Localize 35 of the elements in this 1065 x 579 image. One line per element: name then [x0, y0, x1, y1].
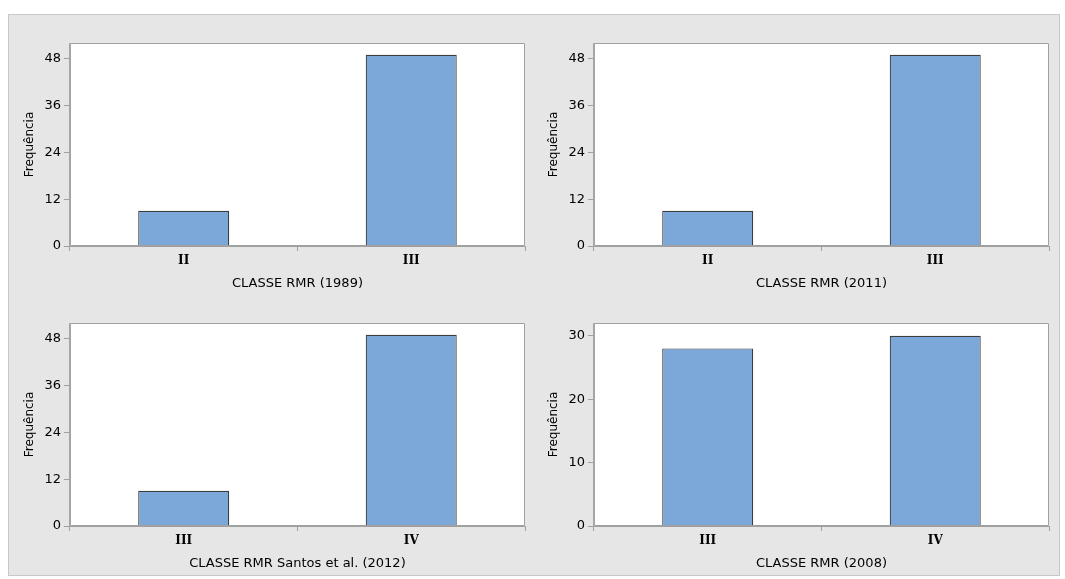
y-tick-label: 12: [568, 190, 585, 206]
y-tick-label: 48: [44, 49, 61, 65]
y-tick-label: 0: [52, 517, 61, 533]
x-axis-title: CLASSE RMR (2011): [755, 274, 887, 290]
y-tick-label: 36: [568, 96, 585, 112]
x-tick-label: IV: [403, 533, 420, 548]
y-tick-label: 24: [44, 143, 61, 159]
y-tick-label: 12: [44, 190, 61, 206]
y-tick-label: 20: [568, 390, 585, 406]
y-tick-label: 24: [568, 143, 585, 159]
y-tick-label: 10: [568, 453, 585, 469]
y-tick-label: 30: [568, 327, 585, 343]
x-axis-title: CLASSE RMR (1989): [231, 274, 363, 290]
y-axis-title: Frequência: [22, 111, 37, 178]
x-tick-label: IV: [927, 533, 944, 548]
y-tick-label: 0: [52, 237, 61, 253]
y-axis-title: Frequência: [22, 391, 37, 458]
y-tick-label: 0: [576, 517, 585, 533]
x-tick-label: III: [175, 533, 193, 548]
x-tick-label: II: [702, 253, 714, 268]
x-axis-title: CLASSE RMR Santos et al. (2012): [189, 554, 406, 570]
x-axis-title: CLASSE RMR (2008): [755, 554, 887, 570]
x-tick-label: III: [926, 253, 945, 268]
x-tick-label: III: [402, 253, 421, 268]
y-tick-label: 12: [44, 470, 61, 486]
x-tick-label: II: [178, 253, 190, 268]
x-tick-label: III: [699, 533, 717, 548]
y-tick-label: 0: [576, 237, 585, 253]
y-tick-label: 36: [44, 96, 61, 112]
y-axis-title: Frequência: [546, 391, 561, 458]
y-tick-label: 24: [44, 423, 61, 439]
y-tick-label: 36: [44, 376, 61, 392]
y-tick-label: 48: [568, 49, 585, 65]
y-tick-label: 48: [44, 329, 61, 345]
y-axis-title: Frequência: [546, 111, 561, 178]
